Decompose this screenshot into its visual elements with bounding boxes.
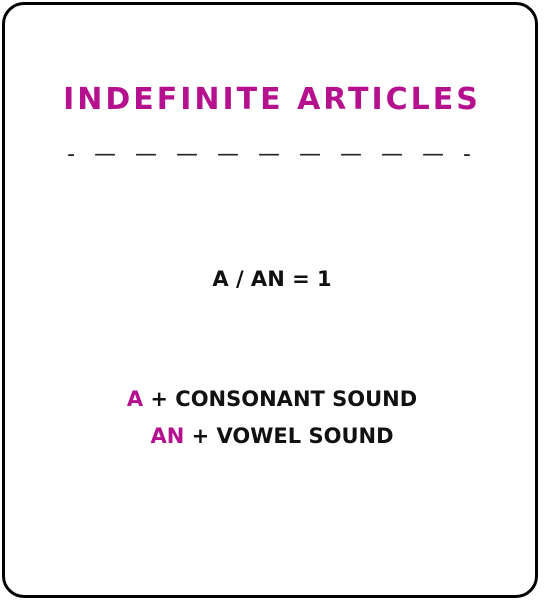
rule-consonant: A + CONSONANT SOUND [0, 384, 544, 414]
rule-vowel-text: + VOWEL SOUND [184, 424, 394, 448]
dashed-divider: - — — — — — — — — — - [67, 142, 477, 167]
rule-vowel: AN + VOWEL SOUND [0, 421, 544, 451]
card-title: INDEFINITE ARTICLES [63, 82, 481, 117]
rule-consonant-text: + CONSONANT SOUND [143, 387, 418, 411]
flashcard [2, 2, 538, 598]
rule-article-a: A [126, 387, 144, 411]
equation-text: A / AN = 1 [212, 267, 332, 291]
rule-article-an: AN [150, 424, 185, 448]
